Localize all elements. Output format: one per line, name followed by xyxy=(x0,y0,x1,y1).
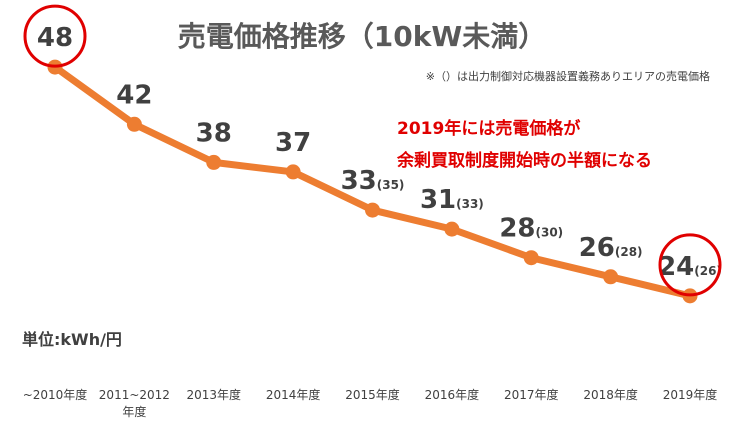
x-tick-label: 2014年度 xyxy=(266,387,321,402)
data-point xyxy=(206,154,222,170)
data-point xyxy=(365,202,380,218)
x-tick-label: 2016年度 xyxy=(425,387,480,402)
data-point xyxy=(603,269,619,285)
value-label: 31(33) xyxy=(420,185,484,215)
value-label: 37 xyxy=(275,128,311,158)
data-point xyxy=(126,116,142,132)
x-tick-label: 2017年度 xyxy=(504,387,559,402)
value-label: 38 xyxy=(196,118,232,148)
value-label: 33(35) xyxy=(341,166,405,196)
plot-area: 48 42 38 37 33(35) 31(33) 28(30) 26(28) 24(26) ~2… xyxy=(23,4,722,419)
data-point xyxy=(523,250,539,266)
x-tick-label: 2019年度 xyxy=(663,387,718,402)
highlight-circle xyxy=(23,4,87,68)
x-tick-label: 2018年度 xyxy=(583,387,638,402)
value-label: 42 xyxy=(116,80,152,110)
unit-label: 単位:kWh/円 xyxy=(22,330,122,349)
value-label: 28(30) xyxy=(499,214,563,244)
highlight-circle xyxy=(658,233,722,297)
x-tick-label: 2011~2012 年度 xyxy=(99,388,170,419)
value-label: 26(28) xyxy=(579,233,643,263)
data-point xyxy=(444,221,460,237)
data-point xyxy=(285,164,301,180)
chart-title: 売電価格推移（10kW未満） xyxy=(178,20,546,53)
x-tick-label: 2015年度 xyxy=(345,387,400,402)
x-tick-label: ~2010年度 xyxy=(23,387,88,402)
value-label: 48 xyxy=(37,23,73,53)
annotation-line-2: 余剰買取制度開始時の半額になる xyxy=(396,150,652,171)
value-label: 24(26) xyxy=(658,252,722,282)
x-tick-label: 2013年度 xyxy=(186,387,241,402)
chart-note: ※（）は出力制御対応機器設置義務ありエリアの売電価格 xyxy=(426,69,710,83)
annotation-line-1: 2019年には売電価格が xyxy=(397,118,580,139)
